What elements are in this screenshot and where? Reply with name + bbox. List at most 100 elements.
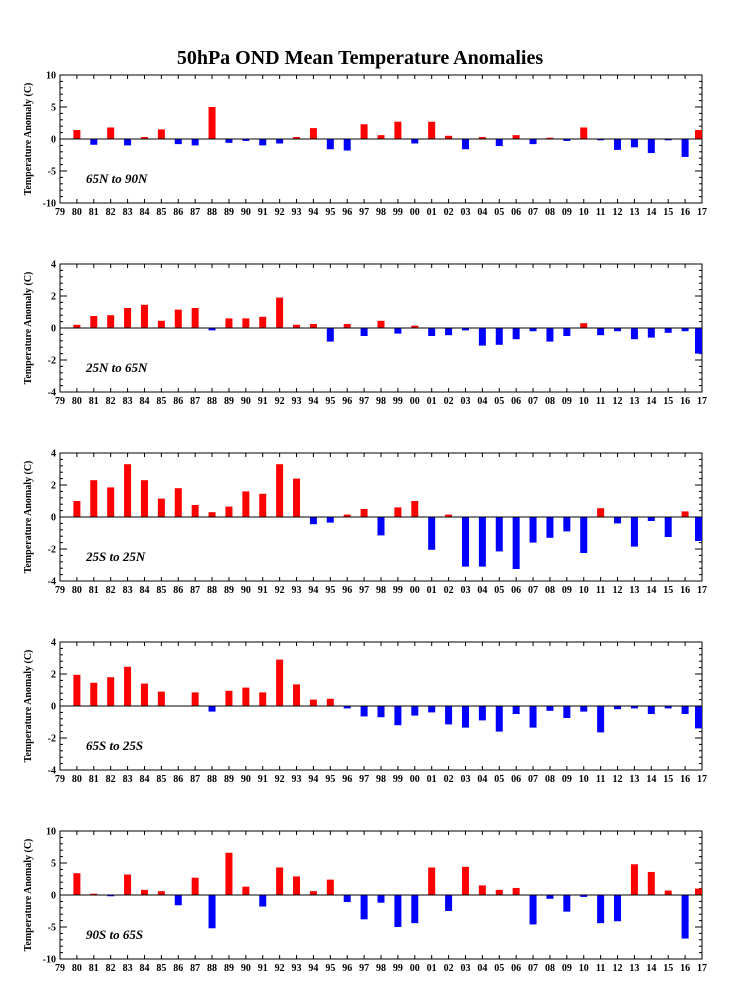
bar-1993	[293, 478, 301, 517]
x-tick-label: 00	[410, 774, 420, 785]
x-tick-label: 12	[613, 585, 623, 596]
bar-2005	[495, 706, 503, 732]
x-tick-label: 13	[629, 585, 639, 596]
bar-2003	[461, 139, 469, 150]
x-tick-label: 13	[629, 774, 639, 785]
bar-1985	[157, 691, 165, 706]
x-tick-label: 82	[106, 585, 116, 596]
x-tick-label: 93	[292, 585, 302, 596]
bar-1988	[208, 706, 216, 712]
bar-1996	[343, 324, 351, 328]
bar-1998	[377, 135, 385, 139]
x-tick-label: 85	[156, 774, 166, 785]
bar-1996	[343, 139, 351, 151]
x-tick-label: 91	[258, 585, 268, 596]
region-label: 65N to 90N	[86, 171, 148, 186]
y-tick-label: 4	[51, 260, 56, 271]
x-tick-label: 88	[207, 207, 217, 218]
bar-2003	[461, 517, 469, 567]
bar-1982	[107, 487, 115, 517]
bar-2014	[647, 139, 655, 154]
x-tick-label: 87	[190, 396, 200, 407]
bar-1990	[242, 139, 250, 141]
x-tick-label: 88	[207, 396, 217, 407]
bar-1992	[276, 297, 284, 328]
x-tick-label: 10	[579, 774, 589, 785]
bar-1997	[360, 706, 368, 717]
bar-1984	[140, 683, 148, 706]
x-tick-label: 09	[562, 396, 572, 407]
bar-1999	[394, 507, 402, 517]
bar-2000	[411, 895, 419, 924]
bar-1981	[90, 682, 98, 706]
x-tick-label: 09	[562, 963, 572, 974]
y-tick-label: 2	[51, 481, 56, 492]
bar-2003	[461, 866, 469, 895]
bar-2013	[630, 864, 638, 895]
x-tick-label: 14	[646, 396, 656, 407]
x-tick-label: 04	[477, 207, 487, 218]
y-axis-label: Temperature Anomaly (C)	[23, 461, 34, 574]
x-tick-label: 84	[139, 207, 149, 218]
bar-1986	[174, 309, 182, 328]
bar-2011	[597, 508, 605, 517]
x-tick-label: 14	[646, 963, 656, 974]
x-tick-label: 93	[292, 207, 302, 218]
x-tick-label: 94	[308, 585, 318, 596]
bar-1991	[259, 316, 267, 328]
bar-2012	[614, 328, 622, 332]
y-tick-label: 10	[46, 827, 56, 838]
y-tick-label: -10	[43, 955, 56, 966]
x-tick-label: 07	[528, 396, 538, 407]
x-tick-label: 92	[275, 774, 285, 785]
bar-1992	[276, 464, 284, 517]
bar-2013	[630, 706, 638, 709]
bar-2001	[428, 517, 436, 550]
x-tick-label: 05	[494, 207, 504, 218]
x-tick-label: 99	[393, 774, 403, 785]
bar-2012	[614, 706, 622, 710]
bar-1993	[293, 684, 301, 706]
bar-1998	[377, 320, 385, 328]
bar-1997	[360, 124, 368, 139]
bar-1994	[309, 891, 317, 895]
x-tick-label: 79	[55, 396, 65, 407]
x-tick-label: 14	[646, 585, 656, 596]
bar-1989	[225, 506, 233, 517]
y-tick-label: 0	[51, 135, 56, 146]
x-tick-label: 81	[89, 585, 99, 596]
x-tick-label: 85	[156, 207, 166, 218]
region-label: 25N to 65N	[85, 360, 148, 375]
bar-1982	[107, 895, 115, 897]
bar-2006	[512, 135, 520, 139]
x-tick-label: 89	[224, 207, 234, 218]
x-tick-label: 10	[579, 963, 589, 974]
x-tick-label: 08	[545, 963, 555, 974]
x-tick-label: 86	[173, 207, 183, 218]
bar-1996	[343, 895, 351, 903]
bar-1996	[343, 706, 351, 709]
bar-1995	[326, 328, 334, 342]
x-tick-label: 01	[427, 207, 437, 218]
x-tick-label: 86	[173, 396, 183, 407]
bar-1986	[174, 895, 182, 906]
bar-1981	[90, 316, 98, 328]
x-tick-label: 06	[511, 774, 521, 785]
bar-2000	[411, 501, 419, 517]
bar-1994	[309, 699, 317, 706]
x-tick-label: 08	[545, 396, 555, 407]
x-tick-label: 07	[528, 585, 538, 596]
bar-1998	[377, 517, 385, 536]
bar-2014	[647, 871, 655, 895]
x-tick-label: 06	[511, 585, 521, 596]
bar-2010	[580, 517, 588, 553]
bar-1984	[140, 304, 148, 328]
x-tick-label: 09	[562, 774, 572, 785]
x-tick-label: 95	[325, 207, 335, 218]
bar-1985	[157, 129, 165, 139]
x-tick-label: 17	[697, 396, 707, 407]
y-tick-label: 4	[51, 638, 56, 649]
